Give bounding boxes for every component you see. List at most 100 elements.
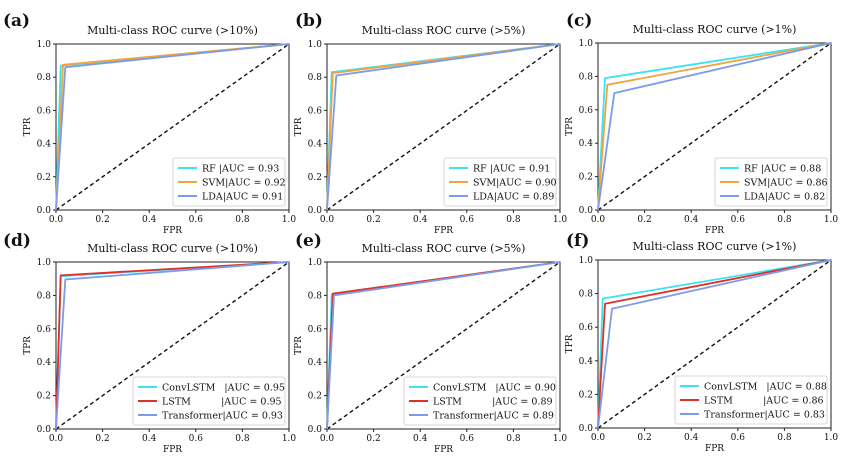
series-line-transformer: [55, 261, 290, 430]
chart-title: Multi-class ROC curve (>1%): [633, 23, 797, 36]
x-axis-label: FPR: [705, 444, 724, 454]
legend: ConvLSTM |AUC = 0.88 LSTM |AUC = 0.86 Tran…: [674, 375, 828, 425]
x-tick-label: 1.0: [282, 434, 297, 444]
x-tick-label: 0.6: [460, 215, 475, 225]
y-tick-label: 0.6: [37, 106, 52, 116]
legend-box: [172, 157, 286, 207]
legend-label-lda: LDA|AUC = 0.89: [473, 192, 554, 203]
chance-diagonal: [326, 43, 561, 211]
x-tick-label: 0.2: [366, 215, 380, 225]
x-tick-label: 0.8: [506, 215, 521, 225]
legend: RF |AUC = 0.93 SVM|AUC = 0.92 LDA|AUC = 0.…: [172, 157, 286, 207]
x-tick-label: 1.0: [824, 433, 839, 443]
y-tick-label: 0.6: [308, 325, 323, 335]
x-tick-label: 0.4: [142, 434, 157, 444]
x-tick-label: 0.6: [731, 215, 746, 225]
y-tick-label: 0.2: [37, 173, 51, 183]
legend-label-transformer: Transformer|AUC = 0.93: [162, 411, 283, 422]
y-tick-label: 0.8: [579, 290, 594, 300]
chart-title: Multi-class ROC curve (>5%): [362, 242, 526, 255]
roc-panel-1: (a) Multi-class ROC curve (>10%) 0.0 0.2 0.4…: [3, 11, 296, 236]
legend-label-rf: RF |AUC = 0.91: [473, 164, 550, 175]
series-line-svm: [597, 42, 832, 211]
legend-label-svm: SVM|AUC = 0.90: [473, 178, 557, 189]
series-line-lstm: [55, 261, 290, 430]
y-tick-label: 0.0: [579, 424, 594, 434]
x-tick-label: 0.6: [731, 433, 746, 443]
y-tick-label: 0.4: [579, 357, 594, 367]
panel-letter: (a): [3, 11, 30, 31]
legend: RF |AUC = 0.88 SVM|AUC = 0.86 LDA|AUC = 0.…: [714, 157, 828, 207]
y-tick-label: 0.4: [308, 358, 323, 368]
x-tick-label: 0.0: [49, 215, 64, 225]
y-tick-label: 1.0: [37, 40, 52, 50]
legend-box: [403, 376, 557, 426]
chance-diagonal: [55, 261, 290, 430]
x-tick-label: 0.0: [49, 434, 64, 444]
y-tick-label: 1.0: [579, 39, 594, 49]
x-axis-label: FPR: [434, 445, 453, 455]
roc-panel-6: (f) Multi-class ROC curve (>1%) 0.0 0.2 0.4 0…: [565, 231, 838, 454]
legend-box: [674, 375, 828, 425]
legend-label-rf: RF |AUC = 0.88: [744, 164, 821, 175]
y-axis-label: TPR: [294, 117, 304, 136]
y-tick-label: 0.4: [308, 140, 323, 150]
x-tick-label: 0.8: [235, 215, 250, 225]
y-tick-label: 0.8: [308, 73, 323, 83]
x-axis-label: FPR: [163, 445, 182, 455]
x-tick-label: 0.4: [413, 434, 428, 444]
y-tick-label: 0.6: [579, 323, 594, 333]
x-tick-label: 0.4: [413, 215, 428, 225]
legend: ConvLSTM |AUC = 0.95 LSTM |AUC = 0.95 Tran…: [132, 376, 286, 426]
chart-title: Multi-class ROC curve (>10%): [87, 24, 258, 37]
legend-label-convlstm: ConvLSTM |AUC = 0.88: [704, 382, 827, 393]
legend-label-lstm: LSTM |AUC = 0.89: [433, 397, 553, 408]
legend: ConvLSTM |AUC = 0.90 LSTM |AUC = 0.89 Tran…: [403, 376, 557, 426]
x-tick-label: 0.4: [684, 433, 699, 443]
series-line-lda: [326, 43, 561, 211]
y-axis-label: TPR: [565, 334, 575, 353]
y-tick-label: 0.6: [308, 106, 323, 116]
x-tick-label: 0.0: [320, 434, 335, 444]
y-tick-label: 0.8: [37, 73, 52, 83]
x-tick-label: 0.6: [189, 215, 204, 225]
y-tick-label: 0.8: [37, 291, 52, 301]
y-tick-label: 1.0: [37, 258, 52, 268]
y-tick-label: 0.8: [308, 291, 323, 301]
x-tick-label: 0.2: [95, 215, 109, 225]
y-tick-label: 0.2: [308, 392, 322, 402]
x-tick-label: 1.0: [553, 434, 568, 444]
series-line-rf: [597, 42, 832, 211]
x-tick-label: 1.0: [553, 215, 568, 225]
legend-label-lstm: LSTM |AUC = 0.95: [162, 397, 282, 408]
y-tick-label: 0.8: [579, 72, 594, 82]
chart-title: Multi-class ROC curve (>1%): [633, 240, 797, 253]
x-tick-label: 0.2: [95, 434, 109, 444]
y-tick-label: 0.6: [37, 325, 52, 335]
y-tick-label: 0.2: [308, 173, 322, 183]
roc-panel-2: (b) Multi-class ROC curve (>5%) 0.0 0.2 0.4 0…: [294, 11, 567, 236]
x-axis-label: FPR: [163, 226, 182, 236]
panel-letter: (e): [295, 231, 322, 251]
y-tick-label: 0.0: [37, 206, 52, 216]
y-tick-label: 1.0: [308, 258, 323, 268]
x-tick-label: 0.4: [142, 215, 157, 225]
x-tick-label: 0.4: [684, 215, 699, 225]
panel-letter: (b): [295, 11, 323, 31]
x-tick-label: 0.6: [189, 434, 204, 444]
x-tick-label: 1.0: [282, 215, 297, 225]
legend-label-svm: SVM|AUC = 0.86: [744, 178, 828, 189]
series-line-lda: [597, 42, 832, 211]
x-tick-label: 1.0: [824, 215, 839, 225]
x-tick-label: 0.0: [591, 215, 606, 225]
chart-title: Multi-class ROC curve (>5%): [362, 24, 526, 37]
legend-label-lda: LDA|AUC = 0.82: [744, 192, 825, 203]
y-tick-label: 0.0: [308, 425, 323, 435]
legend: RF |AUC = 0.91 SVM|AUC = 0.90 LDA|AUC = 0.…: [443, 157, 557, 207]
panel-letter: (c): [566, 11, 592, 31]
y-tick-label: 0.0: [37, 425, 52, 435]
panel-letter: (d): [3, 231, 31, 251]
series-line-transformer: [326, 261, 561, 430]
legend-label-svm: SVM|AUC = 0.92: [202, 178, 286, 189]
roc-panel-4: (d) Multi-class ROC curve (>10%) 0.0 0.2 0.4…: [3, 231, 296, 455]
